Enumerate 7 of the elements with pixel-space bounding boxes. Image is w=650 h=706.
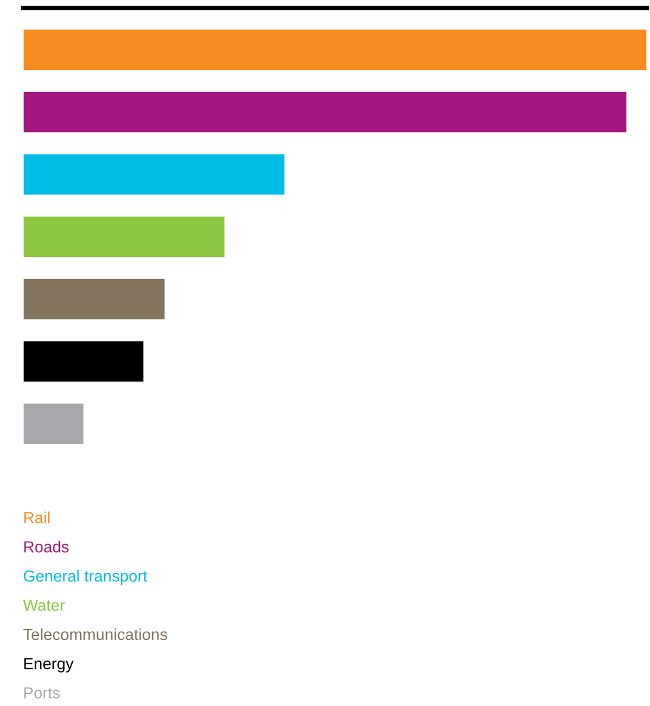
text: Water [23, 600, 65, 611]
text: Rail [24, 512, 50, 524]
text: General transport [24, 570, 148, 585]
text: Energy [24, 658, 74, 672]
text: Roads [24, 540, 69, 552]
text: Ports [24, 687, 60, 698]
text: Telecommunications [23, 628, 168, 640]
